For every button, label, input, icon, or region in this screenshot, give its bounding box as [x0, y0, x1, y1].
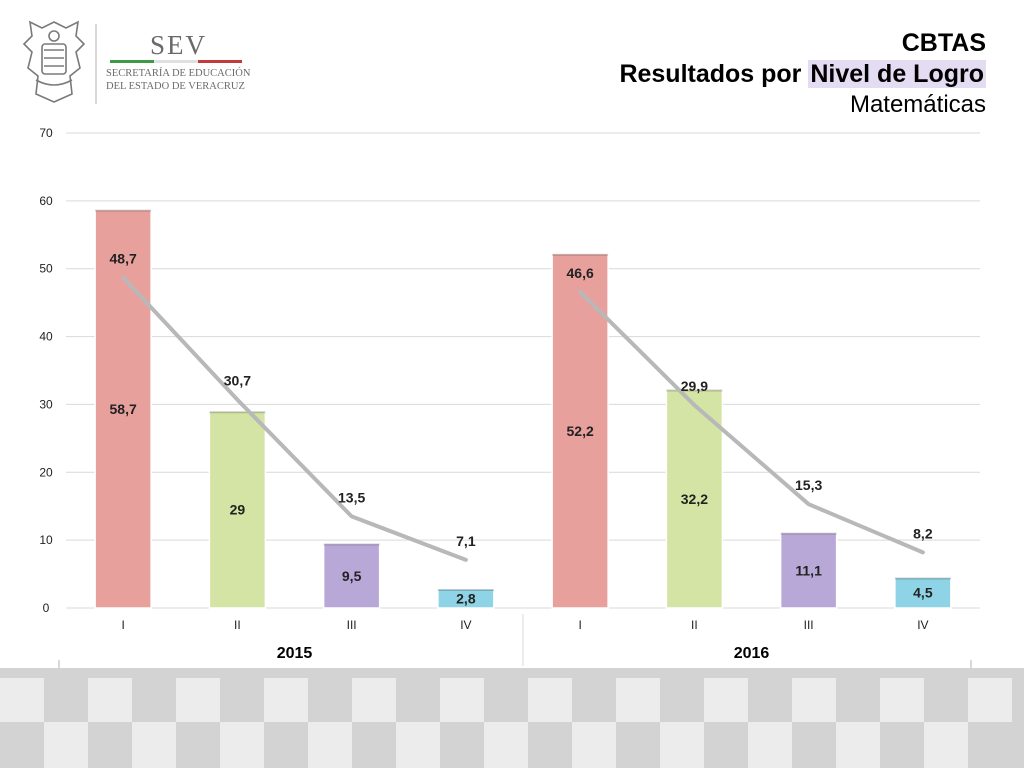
bar-value-label: 52,2 [567, 423, 594, 439]
line-value-label: 48,7 [110, 251, 137, 267]
x-tick-label: I [578, 618, 581, 632]
x-tick-label: III [347, 618, 357, 632]
series-line [121, 275, 468, 562]
logo-name: SEV [150, 30, 207, 60]
bar [437, 588, 495, 609]
bar [322, 542, 381, 609]
bar-value-label: 29 [230, 502, 246, 518]
y-tick-label: 40 [39, 330, 53, 344]
y-tick-label: 20 [39, 465, 53, 479]
bar-value-label: 9,5 [342, 568, 362, 584]
slide-title: CBTAS Resultados por Nivel de Logro Mate… [619, 28, 986, 120]
footer-band [0, 668, 1024, 768]
logo-subtitle-1: SECRETARÍA DE EDUCACIÓN [106, 67, 251, 79]
logo-subtitle-2: DEL ESTADO DE VERACRUZ [106, 81, 245, 92]
bar-value-label: 4,5 [913, 585, 933, 601]
line-value-label: 15,3 [795, 477, 822, 493]
x-tick-label: IV [460, 618, 471, 632]
x-tick-label: II [691, 618, 698, 632]
bar-value-label: 2,8 [456, 591, 476, 607]
y-tick-label: 30 [39, 397, 53, 411]
bar [779, 531, 838, 609]
sev-logo: SEV SECRETARÍA DE EDUCACIÓN DEL ESTADO D… [14, 14, 254, 110]
title-institution: CBTAS [901, 29, 986, 57]
bar-value-label: 32,2 [681, 491, 708, 507]
line-value-label: 8,2 [913, 525, 933, 541]
bar [894, 576, 952, 609]
y-tick-label: 50 [39, 262, 53, 276]
line-value-label: 7,1 [456, 533, 476, 549]
bar-value-label: 11,1 [795, 562, 822, 578]
title-main-prefix: Resultados por [619, 60, 809, 88]
x-group-label: 2016 [734, 645, 770, 662]
title-subject: Matemáticas [849, 91, 986, 118]
y-tick-label: 70 [39, 126, 53, 140]
line-value-label: 30,7 [224, 373, 251, 389]
bar [665, 388, 724, 609]
line-value-label: 29,9 [681, 378, 708, 394]
y-tick-label: 0 [43, 601, 50, 615]
title-main: Resultados por Nivel de Logro [619, 59, 986, 90]
x-group-label: 2015 [277, 645, 313, 662]
x-tick-label: I [121, 618, 124, 632]
line-value-label: 13,5 [338, 489, 365, 505]
y-tick-label: 60 [39, 194, 53, 208]
y-tick-label: 10 [39, 533, 53, 547]
x-tick-label: III [804, 618, 814, 632]
series-line [578, 289, 925, 555]
bar-value-label: 58,7 [110, 401, 137, 417]
title-main-highlight: Nivel de Logro [808, 60, 986, 88]
line-value-label: 46,6 [567, 265, 594, 281]
x-tick-label: II [234, 618, 241, 632]
bar [208, 410, 267, 609]
veracruz-crest-icon: SEV SECRETARÍA DE EDUCACIÓN DEL ESTADO D… [22, 20, 251, 104]
results-chart: 0 10 20 30 40 50 60 70 58,7 29 9,5 2,8 52,2 32,2 11,1 4… [39, 126, 980, 666]
x-tick-label: IV [917, 618, 928, 632]
